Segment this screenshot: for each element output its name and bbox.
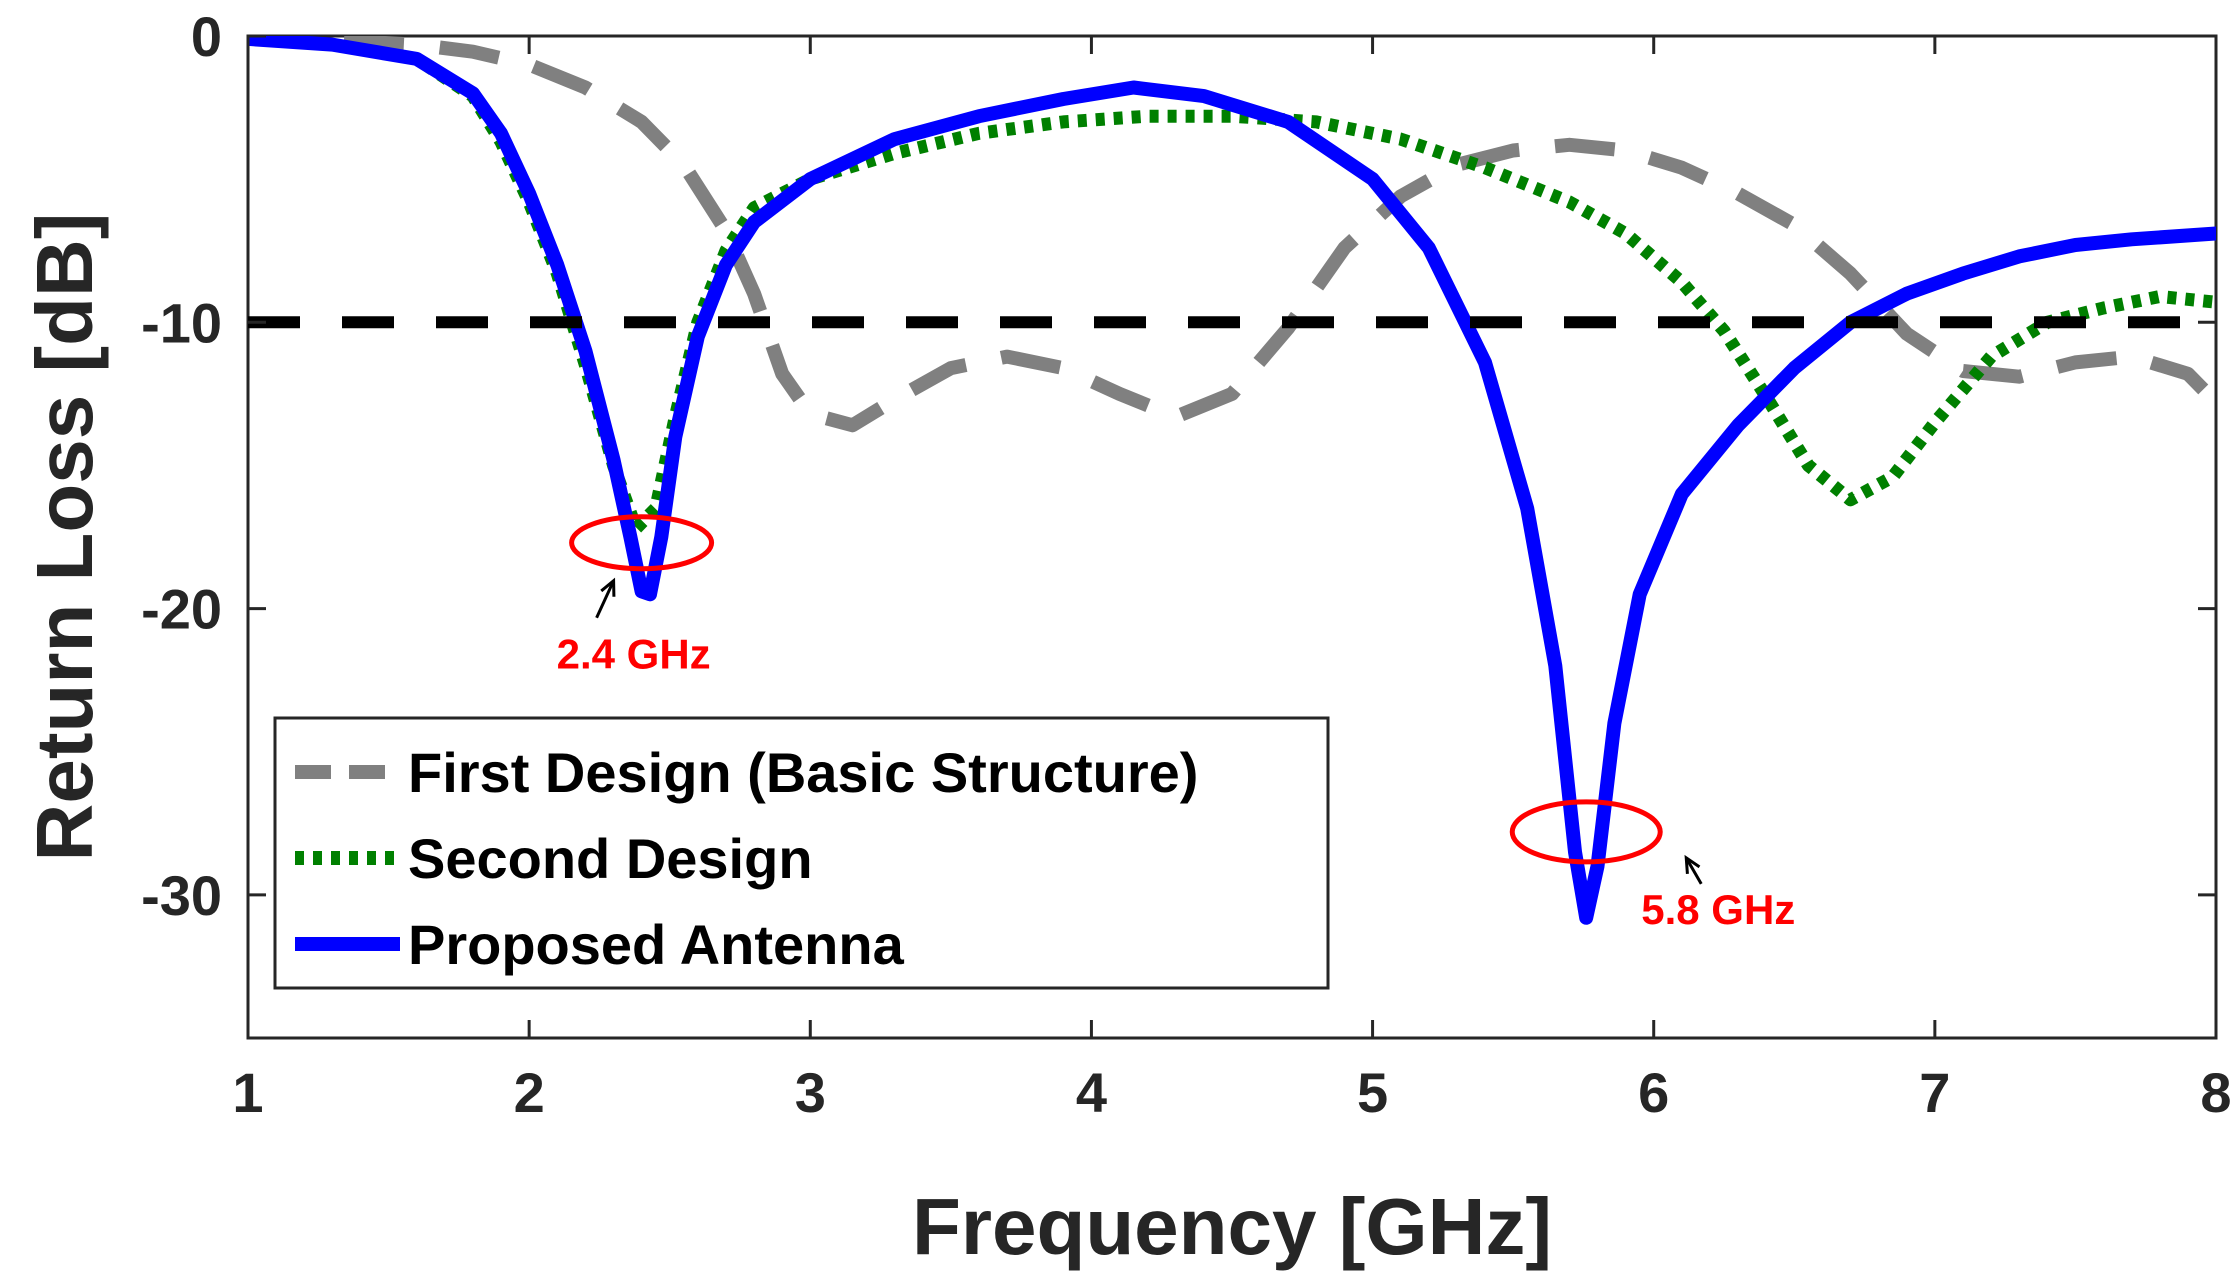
x-tick-label: 6 (1638, 1061, 1669, 1124)
annotation-arrowhead (600, 577, 616, 597)
annotation-arrow (1684, 857, 1703, 885)
tick-marks (246, 34, 2218, 1038)
legend-label-second-design: Second Design (408, 827, 813, 890)
series-layer (248, 36, 2216, 925)
annotation-arrowhead (1684, 854, 1701, 874)
annotation-ellipse (1509, 799, 1663, 865)
annotation-ellipse (569, 514, 715, 572)
x-tick-label: 5 (1357, 1061, 1388, 1124)
legend-label-proposed-antenna: Proposed Antenna (408, 913, 905, 976)
x-tick-label: 3 (795, 1061, 826, 1124)
x-tick-label: 4 (1076, 1061, 1107, 1124)
y-tick-labels: 0 -10 -20 -30 (141, 5, 222, 927)
annotation-label: 5.8 GHz (1641, 886, 1795, 933)
annotation-layer: 2.4 GHz 5.8 GHz (557, 514, 1795, 933)
y-tick-label: 0 (191, 5, 222, 68)
x-axis-title: Frequency [GHz] (912, 1182, 1552, 1271)
x-tick-label: 8 (2200, 1061, 2231, 1124)
y-tick-label: -20 (141, 578, 222, 641)
x-tick-labels: 1 2 3 4 5 6 7 8 (232, 1061, 2231, 1124)
x-tick-label: 7 (1919, 1061, 1950, 1124)
y-tick-label: -30 (141, 864, 222, 927)
legend-box (273, 716, 1330, 990)
annotation-arrow (595, 580, 615, 619)
x-tick-label: 2 (514, 1061, 545, 1124)
y-axis-title: Return Loss [dB] (20, 213, 109, 862)
annotation-label: 2.4 GHz (557, 631, 711, 678)
legend-label-first-design: First Design (Basic Structure) (408, 741, 1198, 804)
series-line-proposed-antenna (248, 36, 2216, 925)
x-tick-label: 1 (232, 1061, 263, 1124)
y-tick-label: -10 (141, 291, 222, 354)
legend: First Design (Basic Structure) Second De… (273, 716, 1330, 990)
